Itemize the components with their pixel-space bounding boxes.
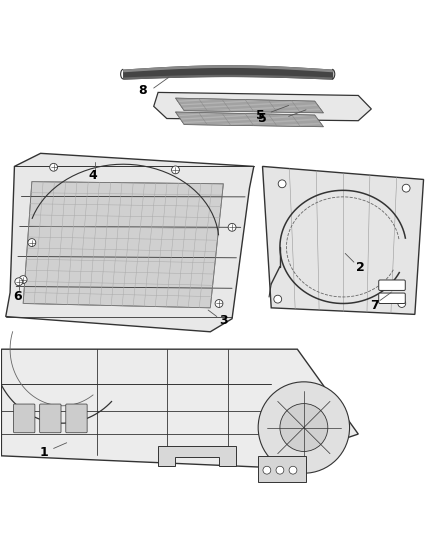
Text: 5: 5 — [256, 109, 265, 122]
Text: 4: 4 — [88, 168, 97, 182]
Circle shape — [172, 166, 180, 174]
Circle shape — [276, 466, 284, 474]
Text: 7: 7 — [371, 299, 379, 312]
Circle shape — [28, 239, 36, 246]
Circle shape — [263, 466, 271, 474]
Text: 1: 1 — [40, 446, 49, 459]
Polygon shape — [6, 154, 254, 332]
Circle shape — [402, 184, 410, 192]
Text: 2: 2 — [356, 261, 365, 274]
Circle shape — [258, 382, 350, 473]
Text: 8: 8 — [138, 84, 147, 96]
Polygon shape — [1, 349, 358, 467]
Circle shape — [215, 300, 223, 308]
Circle shape — [19, 276, 27, 284]
Polygon shape — [158, 446, 237, 466]
Circle shape — [398, 300, 406, 308]
Polygon shape — [176, 98, 323, 113]
FancyBboxPatch shape — [40, 404, 61, 433]
Circle shape — [289, 466, 297, 474]
Polygon shape — [23, 182, 223, 308]
Circle shape — [49, 163, 57, 171]
Text: 5: 5 — [258, 112, 267, 125]
Polygon shape — [258, 456, 306, 482]
Circle shape — [280, 403, 328, 451]
Polygon shape — [176, 112, 323, 127]
FancyBboxPatch shape — [379, 293, 405, 303]
Polygon shape — [262, 166, 424, 314]
Circle shape — [228, 223, 236, 231]
Circle shape — [278, 180, 286, 188]
Circle shape — [274, 295, 282, 303]
FancyBboxPatch shape — [66, 404, 87, 433]
FancyBboxPatch shape — [14, 404, 35, 433]
Circle shape — [15, 278, 23, 286]
FancyBboxPatch shape — [379, 280, 405, 290]
Text: 6: 6 — [14, 289, 22, 303]
Polygon shape — [154, 92, 371, 120]
Text: 3: 3 — [219, 314, 228, 327]
